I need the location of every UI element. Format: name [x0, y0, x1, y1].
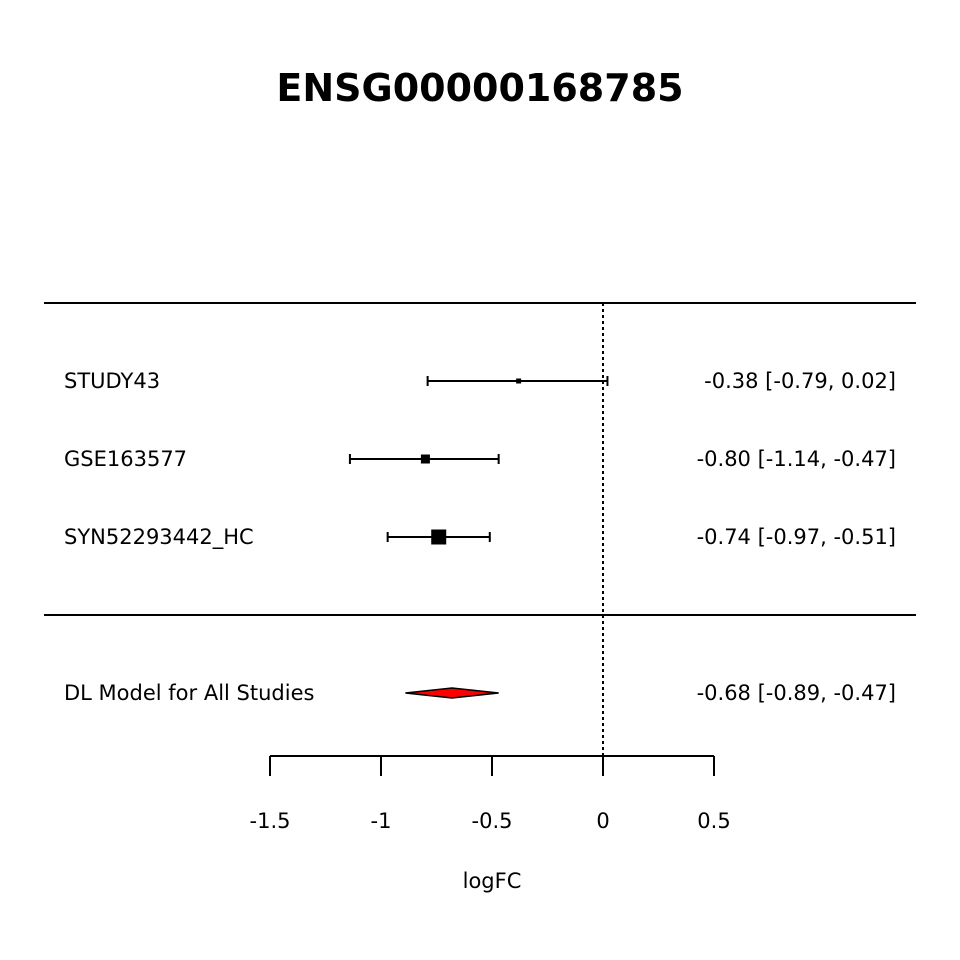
- study-ci-text: -0.38 [-0.79, 0.02]: [704, 369, 896, 393]
- chart-title: ENSG00000168785: [276, 66, 683, 110]
- summary-label: DL Model for All Studies: [64, 681, 314, 705]
- summary-diamond: [405, 687, 499, 699]
- estimate-box: [420, 454, 430, 464]
- study-ci-text: -0.80 [-1.14, -0.47]: [697, 447, 896, 471]
- study-label: STUDY43: [64, 369, 160, 393]
- estimate-box: [431, 529, 447, 545]
- tick-label: -0.5: [472, 809, 513, 833]
- tick-label: 0: [596, 809, 609, 833]
- summary-ci-text: -0.68 [-0.89, -0.47]: [697, 681, 896, 705]
- study-row: GSE163577 -0.80 [-1.14, -0.47]: [64, 447, 896, 471]
- estimate-box: [516, 378, 522, 384]
- study-label: SYN52293442_HC: [64, 525, 254, 550]
- tick-label: -1.5: [250, 809, 291, 833]
- tick-label: 0.5: [697, 809, 730, 833]
- study-row: SYN52293442_HC -0.74 [-0.97, -0.51]: [64, 525, 896, 550]
- study-label: GSE163577: [64, 447, 187, 471]
- x-axis-label: logFC: [463, 869, 522, 893]
- study-ci-text: -0.74 [-0.97, -0.51]: [697, 525, 896, 549]
- tick-label: -1: [371, 809, 392, 833]
- summary: DL Model for All Studies -0.68 [-0.89, -0…: [64, 681, 896, 705]
- study-row: STUDY43 -0.38 [-0.79, 0.02]: [64, 369, 896, 393]
- studies: STUDY43 -0.38 [-0.79, 0.02] GSE163577 -0.80…: [64, 369, 896, 550]
- x-axis: -1.5 -1 -0.5 0 0.5: [250, 755, 731, 833]
